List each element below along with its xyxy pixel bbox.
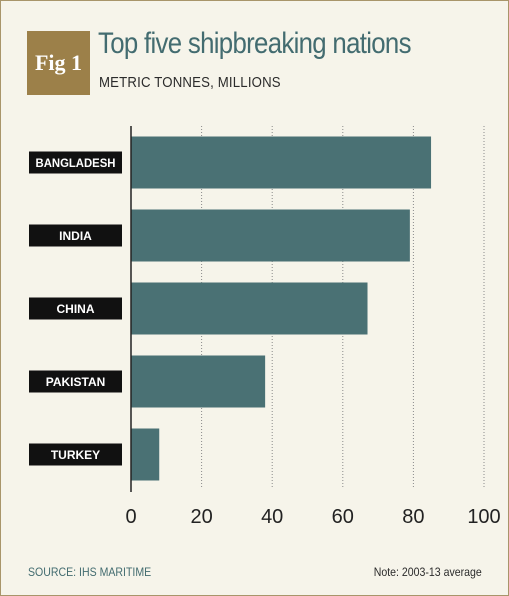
x-tick-label-0: 0 [125, 506, 136, 528]
x-tick-label-100: 100 [467, 506, 500, 528]
chart-subtitle: METRIC TONNES, MILLIONS [99, 74, 281, 91]
bar-india [131, 209, 410, 262]
bar-china [131, 282, 368, 335]
x-tick-label-40: 40 [261, 506, 283, 528]
category-label-bg-pakistan [29, 370, 122, 393]
category-label-bg-china [29, 297, 122, 320]
bar-bangladesh [131, 136, 432, 189]
category-label-turkey: TURKEY [51, 448, 100, 462]
category-label-bg-bangladesh [29, 151, 122, 174]
category-label-india: INDIA [59, 229, 92, 243]
x-tick-label-20: 20 [190, 506, 212, 528]
fig-badge: Fig 1 [27, 31, 90, 95]
category-label-bg-turkey [29, 443, 122, 466]
bar-turkey [131, 428, 160, 481]
category-label-bangladesh: BANGLADESH [36, 156, 116, 170]
chart-title: Top five shipbreaking nations [98, 27, 411, 60]
bar-pakistan [131, 355, 266, 408]
source-note: SOURCE: IHS MARITIME [28, 565, 152, 579]
footnote: Note: 2003-13 average [373, 565, 482, 579]
category-label-bg-india [29, 224, 122, 247]
category-label-pakistan: PAKISTAN [46, 375, 106, 389]
x-tick-label-60: 60 [332, 506, 354, 528]
x-tick-label-80: 80 [402, 506, 424, 528]
category-label-china: CHINA [57, 302, 95, 316]
